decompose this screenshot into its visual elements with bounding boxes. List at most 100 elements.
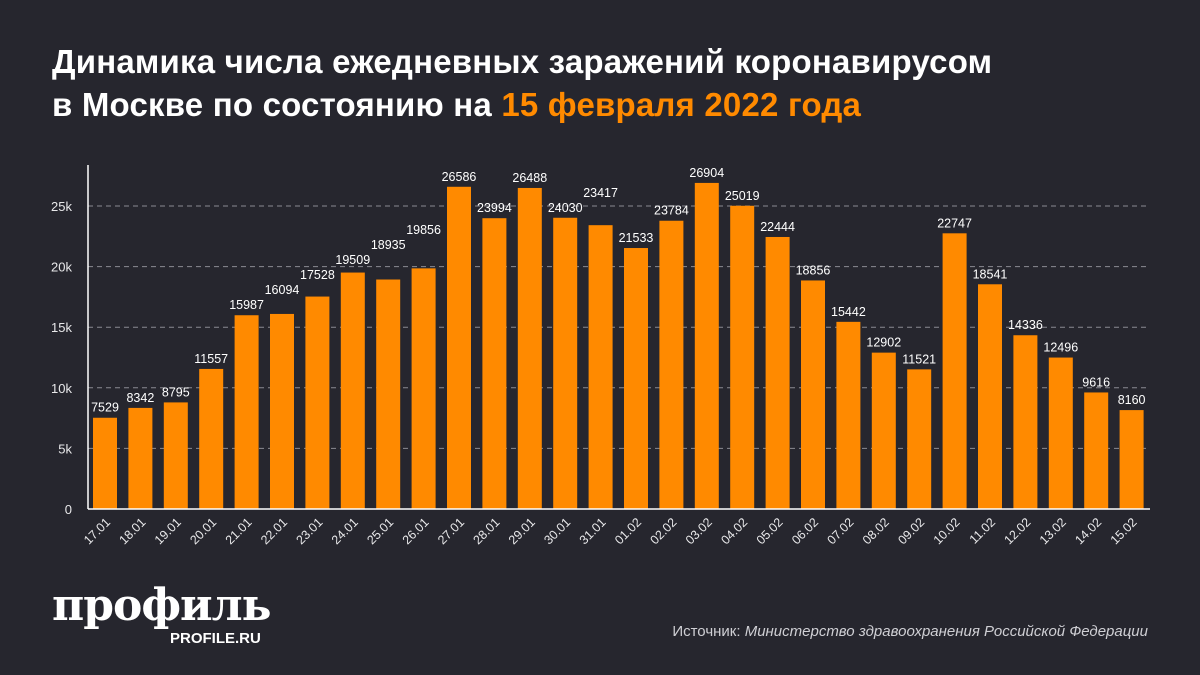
- bar: [93, 417, 117, 509]
- bar: [553, 217, 578, 509]
- data-label: 11557: [194, 352, 228, 366]
- x-tick-label: 21.01: [223, 515, 255, 547]
- x-tick-label: 10.02: [931, 515, 963, 547]
- y-tick-label: 10k: [51, 381, 72, 396]
- bar: [694, 182, 719, 509]
- data-label: 8160: [1118, 393, 1146, 407]
- bar: [624, 248, 648, 510]
- bar: [1048, 357, 1073, 509]
- x-tick-label: 11.02: [967, 515, 998, 546]
- data-label: 11521: [902, 352, 936, 366]
- chart-title: Динамика числа ежедневных заражений коро…: [52, 40, 992, 126]
- bar: [517, 187, 542, 509]
- y-tick-label: 15k: [51, 320, 72, 335]
- profile-logo-url: PROFILE.RU: [170, 630, 261, 647]
- data-label: 24030: [548, 201, 583, 215]
- data-label: 18856: [796, 263, 831, 277]
- data-label: 12902: [866, 336, 901, 350]
- data-label: 16094: [265, 283, 300, 297]
- bar: [765, 236, 790, 510]
- y-tick-label: 5k: [58, 441, 72, 456]
- data-label: 8795: [162, 385, 190, 399]
- bar: [1013, 335, 1038, 509]
- x-tick-label: 12.02: [1002, 515, 1034, 547]
- data-label: 26586: [442, 170, 477, 184]
- bar: [907, 369, 932, 509]
- x-tick-label: 26.01: [400, 515, 432, 547]
- bar: [871, 352, 896, 509]
- bar: [305, 296, 330, 509]
- bar: [199, 368, 224, 509]
- data-label: 22444: [760, 220, 795, 234]
- title-line-2: в Москве по состоянию на 15 февраля 2022…: [52, 83, 992, 126]
- x-tick-label: 06.02: [789, 515, 821, 547]
- x-tick-label: 15.02: [1108, 515, 1140, 547]
- x-tick-label: 14.02: [1072, 515, 1104, 547]
- bar: [1119, 410, 1144, 509]
- bar: [801, 280, 825, 509]
- bar: [376, 279, 401, 509]
- x-tick-label: 01.02: [612, 515, 644, 547]
- data-label: 23994: [477, 201, 512, 215]
- data-label: 19856: [406, 223, 441, 237]
- source-note: Источник: Министерство здравоохранения Р…: [672, 623, 1148, 640]
- x-tick-label: 07.02: [825, 515, 857, 547]
- x-tick-label: 27.01: [435, 515, 467, 547]
- bar: [163, 402, 188, 509]
- data-label: 23784: [654, 204, 689, 218]
- bar: [270, 313, 294, 509]
- data-label: 26488: [512, 171, 547, 185]
- y-tick-label: 20k: [51, 260, 72, 275]
- bar: [234, 315, 259, 509]
- data-label: 22747: [937, 216, 972, 230]
- x-tick-label: 03.02: [683, 515, 715, 547]
- bar: [659, 220, 684, 509]
- bar: [340, 272, 365, 509]
- data-label: 7529: [91, 401, 119, 415]
- data-label: 9616: [1082, 375, 1110, 389]
- x-tick-label: 04.02: [718, 515, 750, 547]
- data-label: 15442: [831, 305, 866, 319]
- x-tick-label: 22.01: [258, 515, 290, 547]
- bar: [1084, 392, 1109, 509]
- bar: [836, 321, 861, 509]
- data-label: 18935: [371, 238, 406, 252]
- bar: [411, 268, 436, 509]
- title-prefix: в Москве по состоянию на: [52, 86, 502, 123]
- source-value: Министерство здравоохранения Российской …: [744, 623, 1148, 640]
- x-tick-label: 28.01: [471, 515, 503, 547]
- data-label: 8342: [126, 391, 154, 405]
- x-tick-label: 18.01: [117, 515, 149, 547]
- y-tick-label: 25k: [51, 199, 72, 214]
- x-tick-label: 05.02: [754, 515, 786, 547]
- source-label: Источник:: [672, 623, 745, 640]
- bar: [447, 186, 471, 509]
- title-line-1: Динамика числа ежедневных заражений коро…: [52, 43, 993, 80]
- x-tick-label: 23.01: [294, 515, 326, 547]
- title-date: 15 февраля 2022 года: [501, 86, 862, 123]
- x-tick-label: 25.01: [364, 515, 396, 547]
- data-label: 26904: [689, 166, 724, 180]
- data-label: 21533: [619, 231, 654, 245]
- x-tick-label: 29.01: [506, 515, 538, 547]
- x-tick-label: 30.01: [541, 515, 573, 547]
- data-label: 14336: [1008, 318, 1043, 332]
- x-tick-label: 24.01: [329, 515, 361, 547]
- bar: [730, 205, 755, 509]
- data-label: 15987: [229, 298, 264, 312]
- bar: [978, 284, 1002, 509]
- data-label: 18541: [973, 267, 1008, 281]
- x-tick-label: 09.02: [895, 515, 927, 547]
- x-tick-label: 31.01: [577, 515, 609, 547]
- x-tick-label: 13.02: [1037, 515, 1069, 547]
- x-tick-label: 02.02: [648, 515, 680, 547]
- x-tick-label: 19.01: [152, 515, 184, 547]
- data-label: 19509: [335, 253, 370, 267]
- profile-logo: профиль: [52, 580, 272, 631]
- data-label: 25019: [725, 189, 760, 203]
- bar: [128, 407, 153, 509]
- x-tick-label: 17.01: [81, 515, 113, 547]
- bar: [482, 218, 507, 509]
- x-tick-label: 08.02: [860, 515, 892, 547]
